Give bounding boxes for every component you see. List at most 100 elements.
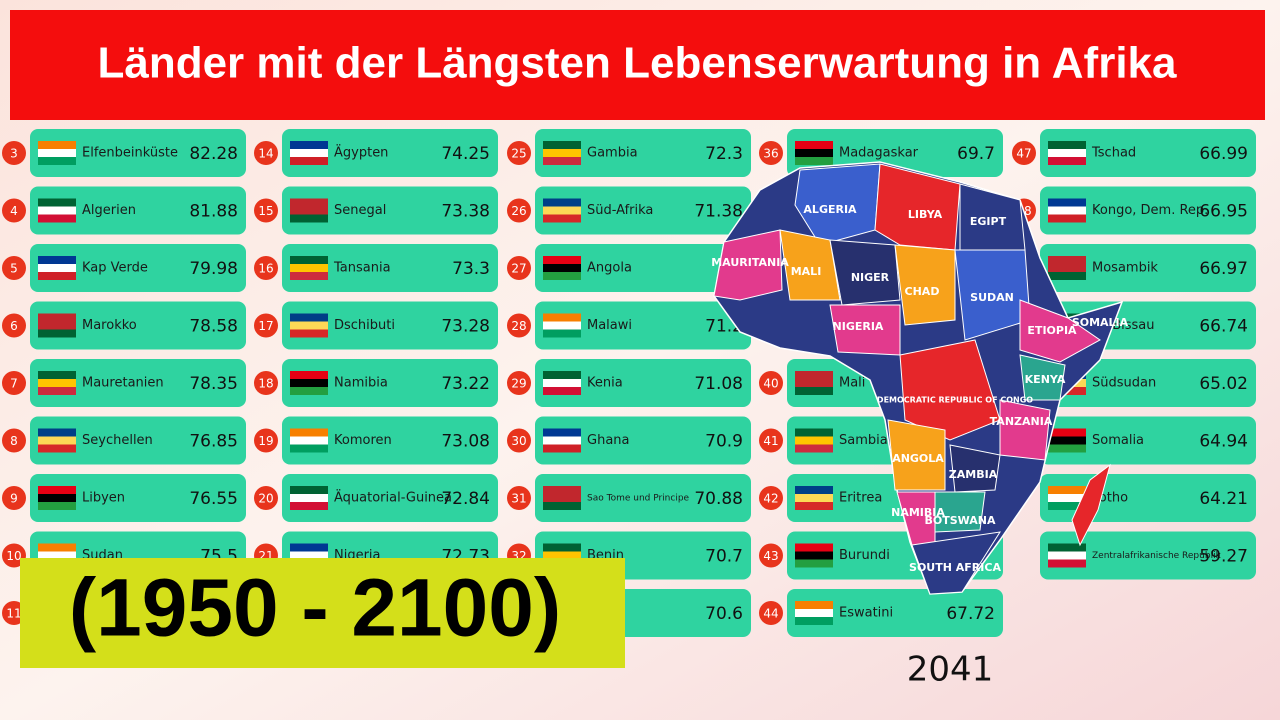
flag-stripe — [38, 371, 76, 379]
flag-stripe — [1048, 436, 1086, 445]
rank-badge — [759, 486, 783, 510]
rank-badge — [2, 428, 26, 453]
map-label: EGIPT — [970, 215, 1007, 228]
country-name: Namibia — [334, 376, 388, 391]
country-name: Dschibuti — [334, 318, 395, 333]
map-label: MALI — [791, 265, 822, 278]
flag-stripe — [290, 436, 328, 445]
rank: 15 — [258, 204, 273, 218]
row-card — [30, 244, 246, 292]
rank-badge — [759, 141, 783, 165]
map-label: SOMALIA — [1072, 316, 1129, 329]
period-box — [20, 558, 625, 668]
life-expectancy: 66.95 — [1199, 202, 1248, 222]
flag-stripe — [795, 428, 833, 437]
life-expectancy: 82.28 — [189, 144, 238, 164]
life-expectancy: 74.25 — [441, 144, 490, 164]
flag-stripe — [1048, 214, 1086, 223]
flag-stripe — [1048, 502, 1086, 510]
row-card — [282, 474, 498, 522]
rank: 31 — [511, 492, 526, 506]
map-label: KENYA — [1025, 373, 1066, 386]
flag-stripe — [795, 157, 833, 165]
flag-stripe — [795, 444, 833, 453]
map-label: NIGER — [851, 271, 890, 284]
country-name: Libyen — [82, 491, 125, 506]
flag-stripe — [290, 486, 328, 494]
life-expectancy: 71.38 — [694, 202, 743, 222]
rank-badge — [254, 371, 278, 395]
rank: 43 — [763, 549, 778, 563]
row-card — [1040, 186, 1256, 235]
flag-stripe — [290, 313, 328, 322]
flag-stripe — [795, 149, 833, 157]
row-card — [535, 186, 751, 235]
flag-stripe — [38, 321, 76, 330]
country-name: Eritrea — [839, 491, 882, 506]
title: Länder mit der Längsten Lebenserwartung … — [97, 39, 1177, 88]
row-card — [535, 359, 751, 407]
row-card — [535, 244, 751, 292]
flag-stripe — [290, 256, 328, 264]
flag-stripe — [1048, 198, 1086, 207]
row-card — [30, 186, 246, 235]
rank-badge — [2, 313, 26, 338]
rank: 4 — [10, 204, 18, 218]
country-name: Angola — [587, 261, 632, 276]
rank: 6 — [10, 319, 18, 333]
flag-stripe — [543, 141, 581, 149]
life-expectancy: 66.99 — [1199, 144, 1248, 164]
row-card — [30, 474, 246, 522]
country-name: Ägypten — [334, 145, 388, 161]
flag-stripe — [1048, 256, 1086, 264]
flag-stripe — [543, 543, 581, 552]
flag-stripe — [1048, 157, 1086, 165]
flag-stripe — [38, 387, 76, 395]
flag-stripe — [38, 551, 76, 560]
rank-badge — [254, 313, 278, 338]
rank-badge — [2, 486, 26, 510]
country-name: Gambia — [587, 146, 638, 161]
row-card — [282, 416, 498, 465]
flag-stripe — [38, 313, 76, 322]
row-card — [1040, 129, 1256, 177]
flag-stripe — [290, 157, 328, 165]
country-name: Äquatorial-Guinea — [334, 490, 452, 506]
flag-stripe — [290, 551, 328, 560]
country-name: Marokko — [82, 318, 137, 333]
flag-stripe — [795, 617, 833, 625]
rank-badge — [254, 486, 278, 510]
flag-stripe — [38, 256, 76, 264]
row-card — [282, 244, 498, 292]
flag-stripe — [543, 157, 581, 165]
country-name: Eswatini — [839, 606, 893, 621]
flag-stripe — [543, 444, 581, 453]
flag-stripe — [38, 379, 76, 387]
rank-badge — [507, 313, 531, 338]
flag-stripe — [290, 444, 328, 453]
life-expectancy: 64.94 — [1199, 432, 1248, 452]
life-expectancy: 64.21 — [1199, 489, 1248, 509]
rank: 28 — [511, 319, 526, 333]
rank: 16 — [258, 262, 273, 276]
flag-stripe — [1048, 444, 1086, 453]
rank-badge — [507, 256, 531, 280]
rank-badge — [254, 141, 278, 165]
title-banner — [10, 10, 1265, 120]
rank-badge — [759, 428, 783, 453]
flag-stripe — [290, 264, 328, 272]
flag-stripe — [543, 551, 581, 560]
flag-stripe — [290, 141, 328, 149]
country-name: Elfenbeinküste — [82, 146, 178, 161]
flag-stripe — [1048, 551, 1086, 560]
map-label: BOTSWANA — [924, 514, 996, 527]
flag-stripe — [543, 502, 581, 510]
rank-badge — [2, 371, 26, 395]
map-label: TANZANIA — [990, 415, 1053, 428]
rank-badge — [507, 486, 531, 510]
flag-stripe — [290, 272, 328, 280]
flag-stripe — [795, 436, 833, 445]
flag-stripe — [38, 198, 76, 207]
country-name: Mosambik — [1092, 261, 1158, 276]
